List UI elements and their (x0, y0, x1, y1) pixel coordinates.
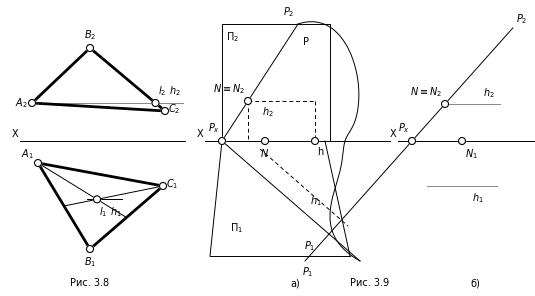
Text: а): а) (290, 278, 300, 288)
Circle shape (218, 138, 225, 144)
Circle shape (262, 138, 269, 144)
Text: $P_x$: $P_x$ (208, 121, 220, 135)
Circle shape (311, 138, 318, 144)
Text: $C_2$: $C_2$ (168, 102, 180, 116)
Circle shape (458, 138, 465, 144)
Text: X: X (11, 129, 18, 139)
Text: $N$: $N$ (261, 147, 270, 159)
Circle shape (409, 138, 416, 144)
Text: $B_1$: $B_1$ (84, 255, 96, 269)
Text: Рис. 3.9: Рис. 3.9 (350, 278, 389, 288)
Text: $N\equiv N_2$: $N\equiv N_2$ (410, 85, 442, 99)
Text: $h_2$: $h_2$ (483, 86, 495, 100)
Text: $N_1$: $N_1$ (465, 147, 478, 161)
Text: $P_2$: $P_2$ (282, 5, 294, 19)
Circle shape (441, 101, 448, 107)
Circle shape (34, 160, 42, 166)
Text: $l_2$: $l_2$ (158, 84, 167, 98)
Circle shape (87, 245, 94, 252)
Text: P: P (303, 37, 309, 47)
Text: $A_1$: $A_1$ (21, 147, 34, 161)
Circle shape (28, 99, 35, 107)
Text: $\Pi_2$: $\Pi_2$ (226, 30, 239, 44)
Text: $A_2$: $A_2$ (16, 96, 28, 110)
Text: $l_1$: $l_1$ (99, 205, 108, 219)
Circle shape (159, 183, 166, 189)
Circle shape (162, 107, 169, 115)
Text: $P_x$: $P_x$ (398, 121, 410, 135)
Circle shape (152, 99, 159, 107)
Text: $P_1$: $P_1$ (304, 239, 316, 253)
Text: $h_2$: $h_2$ (170, 84, 181, 98)
Circle shape (87, 44, 94, 52)
Text: $N\equiv N_2$: $N\equiv N_2$ (213, 82, 245, 96)
Text: X: X (196, 129, 203, 139)
Text: $B_2$: $B_2$ (84, 28, 96, 42)
Text: h: h (317, 147, 323, 157)
Text: $P_1$: $P_1$ (302, 265, 314, 279)
Text: $h_1$: $h_1$ (310, 194, 322, 208)
Text: $P_2$: $P_2$ (516, 12, 527, 26)
Text: $C_1$: $C_1$ (166, 177, 178, 191)
Text: $h_1$: $h_1$ (472, 191, 484, 205)
Text: $h_1$: $h_1$ (110, 205, 122, 219)
Circle shape (94, 196, 101, 203)
Text: б): б) (470, 278, 480, 288)
Text: Рис. 3.8: Рис. 3.8 (71, 278, 110, 288)
Text: $h_2$: $h_2$ (262, 105, 274, 119)
Text: X: X (389, 129, 396, 139)
Circle shape (244, 97, 251, 104)
Text: $\Pi_1$: $\Pi_1$ (230, 221, 243, 235)
